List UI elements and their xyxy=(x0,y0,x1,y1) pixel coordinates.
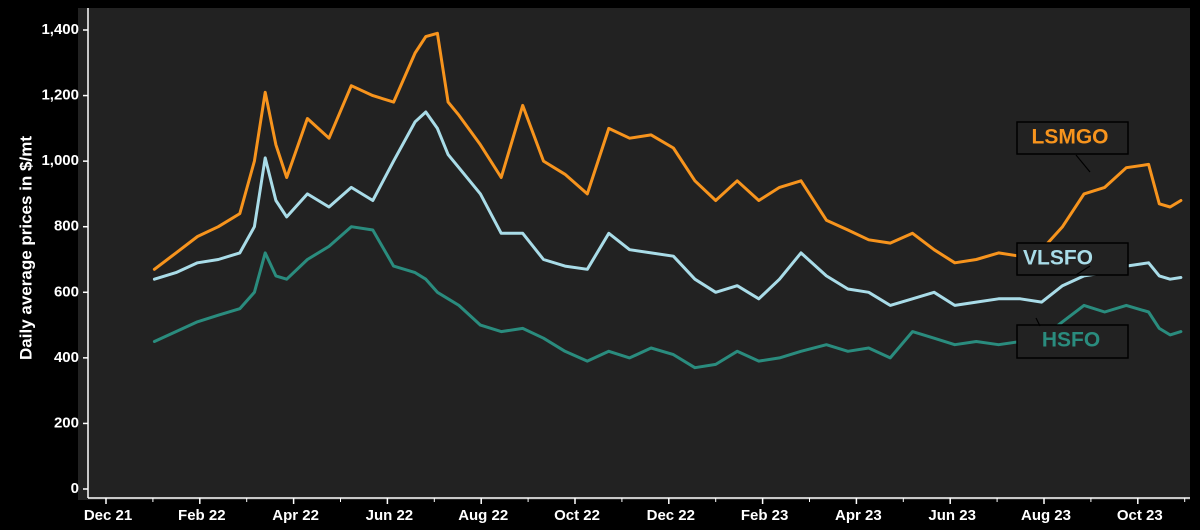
x-tick-label: Jun 23 xyxy=(928,507,976,524)
y-tick-label: 0 xyxy=(71,480,79,497)
x-tick-label: Apr 23 xyxy=(835,507,882,524)
legend-label-vlsfo: VLSFO xyxy=(1023,247,1093,270)
legend-label-hsfo: HSFO xyxy=(1042,329,1100,352)
y-tick-label: 800 xyxy=(54,218,79,235)
axes: 0 200 400 600 800 1,000 1,200 1,400 Dec 21 Feb 22… xyxy=(41,8,1190,524)
x-tick-label: Dec 22 xyxy=(647,507,695,524)
legend-label-lsmgo: LSMGO xyxy=(1032,126,1109,149)
x-tick-label: Aug 23 xyxy=(1021,507,1071,524)
y-tick-label: 200 xyxy=(54,414,79,431)
x-tick-label: Feb 22 xyxy=(178,507,226,524)
x-tick-label: Jun 22 xyxy=(366,507,414,524)
x-tick-label: Feb 23 xyxy=(741,507,789,524)
x-tick-label: Apr 22 xyxy=(272,507,319,524)
y-axis-title: Daily average prices in $/mt xyxy=(16,136,35,360)
legend: LSMGO VLSFO HSFO xyxy=(1016,121,1129,359)
legend-box-hsfo xyxy=(1016,324,1129,359)
y-tick-label: 1,000 xyxy=(41,152,79,169)
y-tick-label: 400 xyxy=(54,349,79,366)
legend-leader-hsfo xyxy=(1035,317,1041,327)
legend-box-vlsfo xyxy=(1016,242,1129,276)
x-tick-label: Dec 21 xyxy=(84,507,132,524)
series-line-vlsfo xyxy=(152,110,1183,307)
x-tick-label: Oct 22 xyxy=(554,507,600,524)
y-tick-label: 600 xyxy=(54,283,79,300)
y-tick-label: 1,400 xyxy=(41,21,79,38)
legend-leader-lsmgo xyxy=(1075,154,1091,173)
legend-leader-vlsfo xyxy=(1075,265,1091,276)
x-tick-label: Aug 22 xyxy=(458,507,508,524)
y-tick-label: 1,200 xyxy=(41,87,79,104)
x-tick-label: Oct 23 xyxy=(1117,507,1163,524)
legend-box-lsmgo xyxy=(1016,121,1129,155)
